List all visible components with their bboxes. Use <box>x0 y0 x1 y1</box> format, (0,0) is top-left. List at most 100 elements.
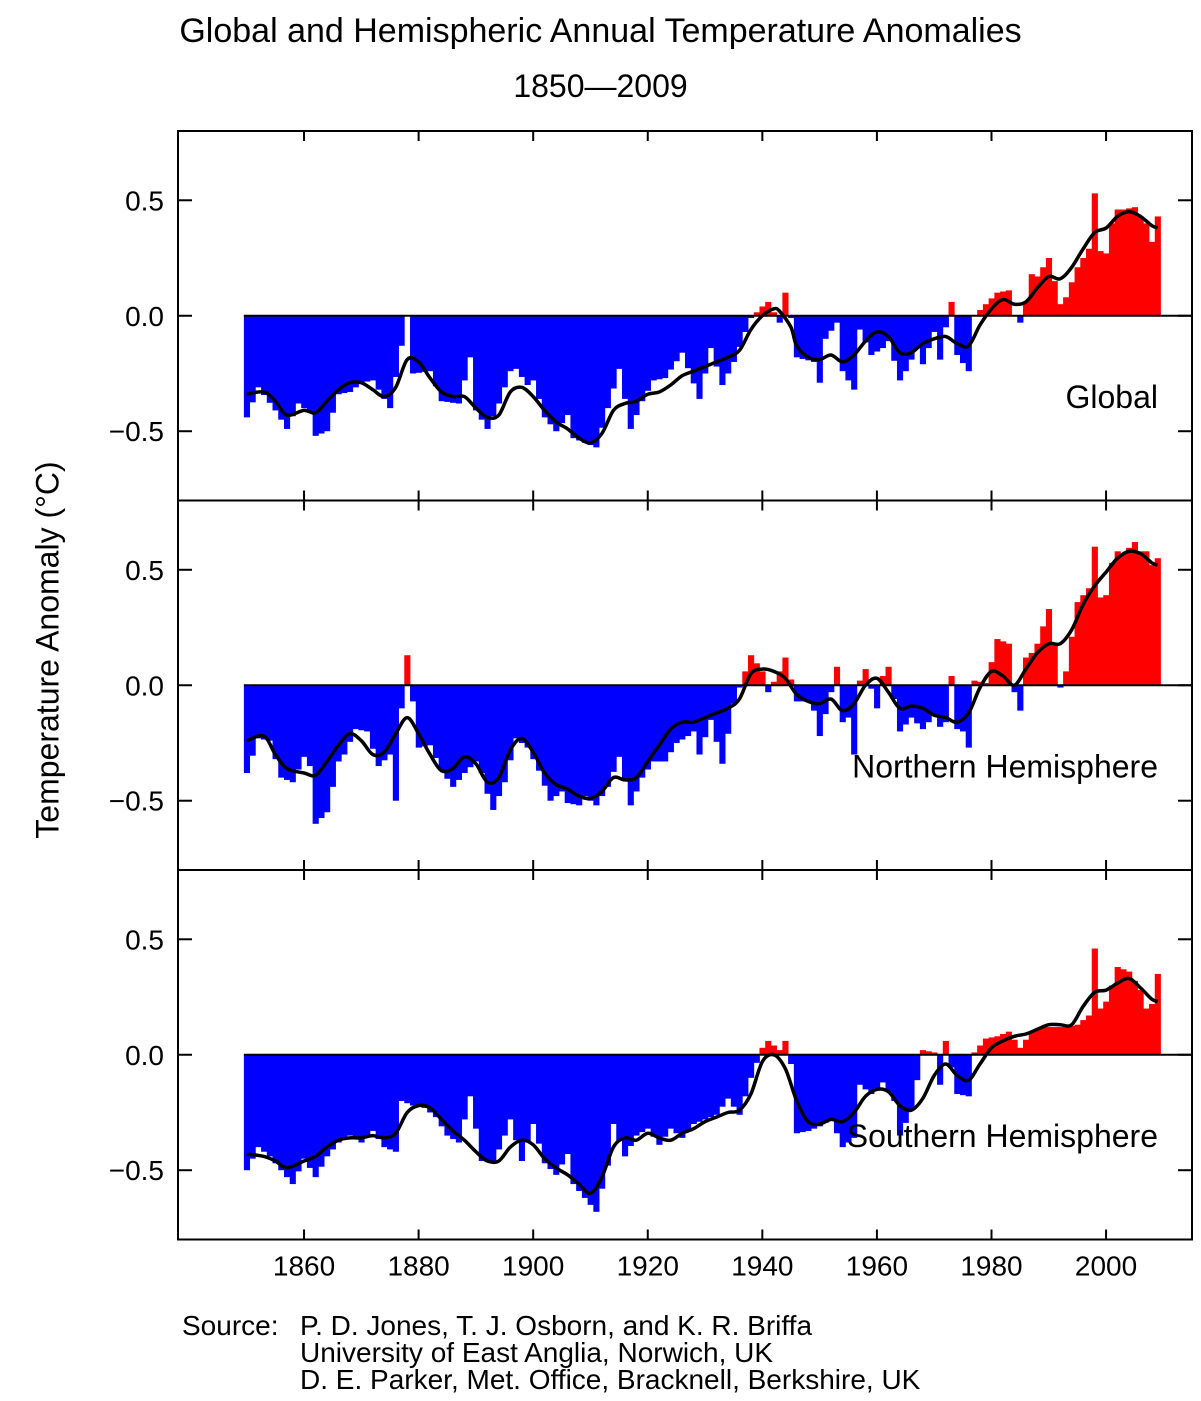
bar-northern-hemisphere-1909 <box>581 685 589 797</box>
bar-northern-hemisphere-1970 <box>931 685 938 716</box>
bar-global-1993 <box>1063 297 1070 316</box>
bar-southern-hemisphere-1985 <box>1017 1047 1024 1055</box>
bar-northern-hemisphere-1884 <box>438 685 445 771</box>
bar-southern-hemisphere-1993 <box>1063 1027 1070 1055</box>
bar-global-1998 <box>1091 193 1098 316</box>
bar-global-1936 <box>736 315 743 347</box>
bar-global-1995 <box>1074 267 1081 316</box>
bar-global-1869 <box>352 315 359 388</box>
bar-global-1866 <box>335 315 342 395</box>
bar-northern-hemisphere-1866 <box>335 685 342 762</box>
bar-northern-hemisphere-1910 <box>587 685 594 801</box>
bar-northern-hemisphere-1916 <box>621 685 629 782</box>
bar-southern-hemisphere-1885 <box>444 1054 451 1136</box>
bar-northern-hemisphere-1963 <box>891 685 898 700</box>
bar-southern-hemisphere-1970 <box>931 1052 938 1055</box>
bar-global-1965 <box>902 315 909 372</box>
bar-southern-hemisphere-1890 <box>473 1054 480 1129</box>
bar-northern-hemisphere-1975 <box>959 685 967 732</box>
bar-global-1875 <box>387 315 394 409</box>
bar-northern-hemisphere-2008 <box>1149 565 1156 686</box>
bar-northern-hemisphere-1994 <box>1068 636 1075 686</box>
bar-global-1889 <box>467 315 474 358</box>
bar-northern-hemisphere-1899 <box>524 685 531 748</box>
y-tick-label-global: 0.5 <box>125 185 164 216</box>
bar-southern-hemisphere-1910 <box>587 1054 594 1205</box>
bar-southern-hemisphere-1866 <box>335 1054 342 1143</box>
bar-northern-hemisphere-1894 <box>495 685 503 797</box>
bar-northern-hemisphere-1982 <box>1000 641 1007 686</box>
bar-northern-hemisphere-1914 <box>610 685 617 772</box>
bar-southern-hemisphere-1941 <box>765 1040 772 1055</box>
bar-global-1891 <box>478 315 485 420</box>
bar-northern-hemisphere-1923 <box>662 685 669 762</box>
bar-northern-hemisphere-1920 <box>644 685 652 770</box>
bar-global-1975 <box>959 315 967 364</box>
bar-southern-hemisphere-1872 <box>369 1054 377 1131</box>
bar-northern-hemisphere-1855 <box>272 685 279 760</box>
bar-southern-hemisphere-1913 <box>604 1054 611 1166</box>
bar-northern-hemisphere-1944 <box>782 657 789 686</box>
bar-global-1883 <box>432 315 440 387</box>
bar-global-1890 <box>473 315 480 411</box>
bar-northern-hemisphere-2006 <box>1137 551 1144 686</box>
bar-northern-hemisphere-1990 <box>1045 609 1053 686</box>
bar-southern-hemisphere-1926 <box>679 1054 686 1138</box>
bar-global-2007 <box>1143 223 1150 316</box>
bar-northern-hemisphere-1988 <box>1034 643 1041 686</box>
bar-southern-hemisphere-1855 <box>272 1054 279 1164</box>
bar-southern-hemisphere-1867 <box>341 1054 348 1140</box>
bar-global-1926 <box>679 315 686 353</box>
bar-global-1860 <box>301 315 308 409</box>
bar-northern-hemisphere-1947 <box>799 685 806 702</box>
bar-northern-hemisphere-1904 <box>553 685 560 797</box>
bar-global-1906 <box>564 315 571 416</box>
bar-southern-hemisphere-2007 <box>1143 1008 1150 1055</box>
bar-global-1887 <box>455 315 462 404</box>
bar-southern-hemisphere-1882 <box>427 1054 434 1113</box>
bar-global-2002 <box>1114 209 1121 316</box>
bar-global-1899 <box>524 315 531 386</box>
bar-southern-hemisphere-1860 <box>301 1054 308 1159</box>
bar-southern-hemisphere-1880 <box>415 1054 422 1107</box>
bar-global-1916 <box>621 315 629 399</box>
bar-southern-hemisphere-1946 <box>793 1054 800 1134</box>
bar-northern-hemisphere-1956 <box>851 685 858 755</box>
bar-global-1909 <box>581 315 589 443</box>
bar-northern-hemisphere-1931 <box>707 685 715 720</box>
bar-northern-hemisphere-1989 <box>1040 626 1047 686</box>
bar-northern-hemisphere-1950 <box>816 685 823 737</box>
bar-northern-hemisphere-1954 <box>839 685 846 723</box>
bar-southern-hemisphere-1979 <box>982 1038 990 1055</box>
bar-global-1908 <box>576 315 583 441</box>
bar-southern-hemisphere-1856 <box>278 1054 285 1171</box>
bar-northern-hemisphere-1952 <box>828 685 835 693</box>
bar-southern-hemisphere-2003 <box>1120 969 1127 1055</box>
bar-northern-hemisphere-1897 <box>513 685 520 739</box>
bar-global-1999 <box>1097 251 1104 316</box>
x-tick-label-1880: 1880 <box>387 1251 449 1282</box>
smooth-line-southern-hemisphere <box>246 976 1159 1196</box>
bar-global-1856 <box>278 315 285 420</box>
bar-northern-hemisphere-1908 <box>576 685 583 806</box>
bar-global-1974 <box>954 315 961 356</box>
bar-northern-hemisphere-1862 <box>312 685 319 824</box>
bar-northern-hemisphere-1965 <box>902 685 909 725</box>
bar-southern-hemisphere-1962 <box>885 1054 892 1092</box>
bar-southern-hemisphere-1906 <box>564 1054 571 1155</box>
bar-global-1876 <box>392 315 399 377</box>
bar-northern-hemisphere-2001 <box>1108 562 1116 686</box>
bar-global-1992 <box>1057 304 1064 316</box>
bar-southern-hemisphere-1972 <box>942 1040 949 1055</box>
y-tick-label-southern-hemisphere: 0.5 <box>125 924 164 955</box>
bar-northern-hemisphere-1875 <box>387 685 394 755</box>
bar-northern-hemisphere-2005 <box>1131 542 1138 686</box>
bar-global-1930 <box>702 315 709 374</box>
bar-northern-hemisphere-1957 <box>856 680 863 686</box>
bar-southern-hemisphere-1958 <box>862 1054 869 1090</box>
bar-northern-hemisphere-1958 <box>862 669 869 686</box>
bar-southern-hemisphere-1878 <box>404 1054 411 1104</box>
bar-global-1953 <box>833 315 841 323</box>
bar-global-1923 <box>662 315 669 379</box>
bar-northern-hemisphere-1997 <box>1086 588 1093 686</box>
